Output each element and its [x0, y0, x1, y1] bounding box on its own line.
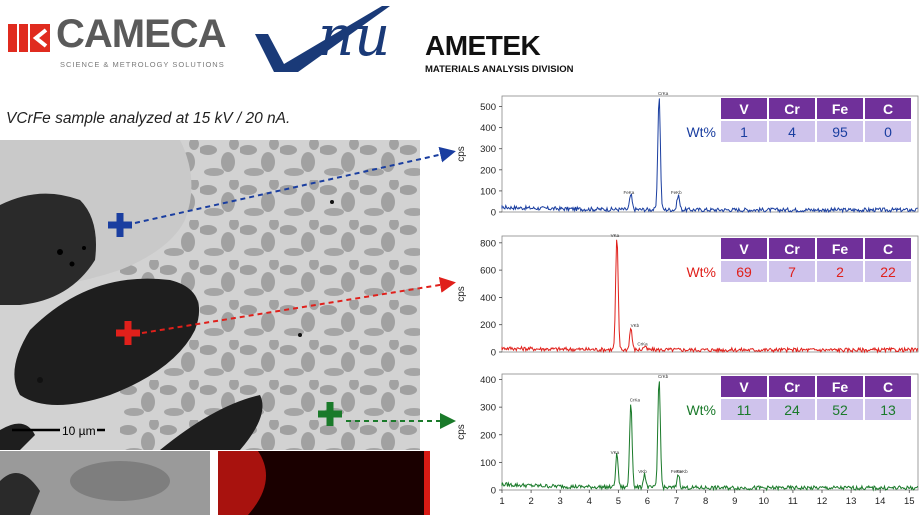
spectrum-line	[501, 239, 919, 354]
wt-percent-value: 0	[865, 121, 911, 142]
y-axis-label: cps	[456, 146, 467, 162]
bse-thumbnail	[0, 451, 210, 515]
element-header: Cr	[769, 238, 815, 259]
peak-label: FeKb	[677, 469, 688, 474]
peak-label: VKb	[631, 323, 640, 328]
element-header: C	[865, 98, 911, 119]
x-tick-label: 11	[788, 496, 798, 506]
peak-label: VKb	[638, 469, 647, 474]
wt-percent-value: 52	[817, 399, 863, 420]
y-tick-label: 100	[480, 458, 496, 469]
element-header: V	[721, 98, 767, 119]
wt-percent-value: 4	[769, 121, 815, 142]
scale-bar-label: 10 µm	[62, 424, 96, 438]
y-tick-label: 400	[480, 375, 496, 386]
wt-percent-value: 69	[721, 261, 767, 282]
peak-label: FeKb	[671, 190, 682, 195]
x-tick-label: 12	[817, 496, 828, 506]
element-header: V	[721, 238, 767, 259]
peak-label: VKa	[611, 233, 620, 238]
x-tick-label: 10	[759, 496, 770, 506]
x-tick-label: 8	[703, 496, 708, 506]
y-tick-label: 800	[480, 238, 496, 249]
element-header: V	[721, 376, 767, 397]
sem-micrograph: 10 µm	[0, 140, 420, 450]
wt-percent-value: 24	[769, 399, 815, 420]
composition-table-blue: V Cr Fe C Wt% 1 4 95 0	[674, 96, 913, 144]
y-axis-label: cps	[456, 286, 467, 302]
element-header: Cr	[769, 98, 815, 119]
y-tick-label: 200	[480, 320, 496, 331]
blue-marker-icon	[108, 213, 132, 237]
element-header: Fe	[817, 376, 863, 397]
v-map-thumbnail	[218, 451, 430, 515]
peak-label: CrKa	[637, 342, 648, 347]
spectrum-line	[501, 381, 919, 492]
y-axis-label: cps	[456, 424, 467, 440]
y-tick-label: 200	[480, 430, 496, 441]
y-tick-label: 300	[480, 403, 496, 414]
green-marker-icon	[318, 402, 342, 426]
element-header: Cr	[769, 376, 815, 397]
y-tick-label: 500	[480, 102, 496, 113]
x-tick-label: 2	[528, 496, 533, 506]
element-header: C	[865, 238, 911, 259]
cameca-tagline: SCIENCE & METROLOGY SOLUTIONS	[60, 60, 225, 69]
element-header: Fe	[817, 238, 863, 259]
y-tick-label: 600	[480, 266, 496, 277]
wt-percent-label: Wt%	[686, 263, 716, 280]
wt-percent-value: 7	[769, 261, 815, 282]
peak-label: CrKa	[658, 91, 669, 96]
wt-percent-value: 11	[721, 399, 767, 420]
y-tick-label: 400	[480, 123, 496, 134]
x-tick-label: 6	[645, 496, 650, 506]
y-tick-label: 200	[480, 165, 496, 176]
x-tick-label: 1	[499, 496, 504, 506]
peak-label: FeKa	[671, 469, 682, 474]
composition-table-red: V Cr Fe C Wt% 69 7 2 22	[674, 236, 913, 284]
nu-logo-text: nu	[318, 4, 391, 69]
ametek-division: MATERIALS ANALYSIS DIVISION	[425, 64, 574, 75]
ametek-logo-text: AMETEK	[425, 30, 541, 61]
x-tick-label: 4	[587, 496, 592, 506]
y-tick-label: 0	[491, 486, 496, 497]
spectra-panel: 0 100 200 300 400 500 cps FeKa CrKa FeKb V Cr Fe C Wt%…	[452, 88, 923, 515]
cameca-logo-icon	[8, 24, 50, 52]
spectrum-line	[501, 98, 918, 214]
x-tick-label: 14	[875, 496, 886, 506]
sample-caption: VCrFe sample analyzed at 15 kV / 20 nA.	[6, 110, 291, 127]
y-tick-label: 400	[480, 293, 496, 304]
logo-banner: CAMECA SCIENCE & METROLOGY SOLUTIONS nu …	[0, 0, 625, 85]
x-tick-label: 7	[674, 496, 679, 506]
wt-percent-value: 95	[817, 121, 863, 142]
peak-label: CrKa	[630, 397, 641, 402]
peak-label: FeKa	[623, 190, 634, 195]
peak-label: VKa	[611, 450, 620, 455]
element-header: C	[865, 376, 911, 397]
wt-percent-label: Wt%	[686, 401, 716, 418]
nu-logo-swoosh-icon	[255, 6, 390, 72]
wt-percent-label: Wt%	[686, 123, 716, 140]
x-tick-label: 3	[558, 496, 563, 506]
y-tick-label: 100	[480, 186, 496, 197]
x-tick-label: 13	[846, 496, 857, 506]
wt-percent-value: 1	[721, 121, 767, 142]
x-tick-label: 9	[732, 496, 737, 506]
wt-percent-value: 13	[865, 399, 911, 420]
element-map-thumbnails	[0, 451, 430, 515]
wt-percent-value: 2	[817, 261, 863, 282]
x-tick-label: 5	[616, 496, 621, 506]
composition-table-green: V Cr Fe C Wt% 11 24 52 13	[674, 374, 913, 422]
wt-percent-value: 22	[865, 261, 911, 282]
x-tick-label: 15	[904, 496, 915, 506]
cameca-logo-text: CAMECA	[56, 12, 227, 56]
y-tick-label: 300	[480, 144, 496, 155]
red-marker-icon	[116, 321, 140, 345]
element-header: Fe	[817, 98, 863, 119]
peak-label: CrKb	[658, 374, 669, 379]
y-tick-label: 0	[491, 348, 496, 359]
y-tick-label: 0	[491, 208, 496, 219]
